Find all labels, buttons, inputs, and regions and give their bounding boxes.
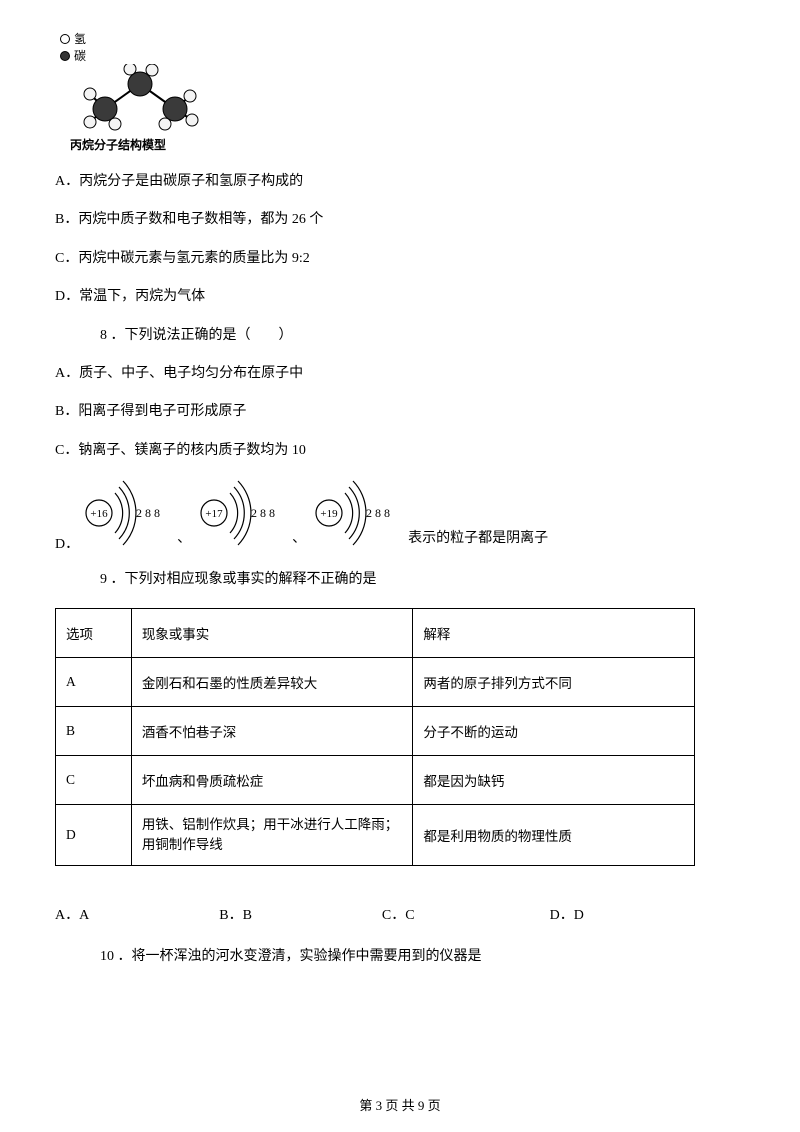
table-row: D 用铁、铝制作炊具；用干冰进行人工降雨；用铜制作导线 都是利用物质的物理性质	[56, 804, 695, 866]
molecule-figure: 氢 碳 丙烷分	[60, 30, 745, 153]
atom-diagram-1: +16 2 8 8	[79, 478, 174, 553]
molecule-caption: 丙烷分子结构模型	[70, 136, 745, 153]
legend-h-label: 氢	[74, 30, 86, 47]
legend-hydrogen: 氢	[60, 30, 745, 47]
atom-diagram-2: +17 2 8 8	[194, 478, 289, 553]
q8-d-suffix: 表示的粒子都是阴离子	[408, 527, 548, 547]
q9-opt-c: C．C	[382, 904, 415, 924]
q9-opt-a: A．A	[55, 904, 89, 924]
q7-option-a: A．丙烷分子是由碳原子和氢原子构成的	[55, 171, 745, 193]
atom-diagram-3: +19 2 8 8	[309, 478, 404, 553]
q10-stem: 10 ．将一杯浑浊的河水变澄清，实验操作中需要用到的仪器是	[100, 946, 745, 968]
header-option: 选项	[56, 608, 132, 657]
svg-text:+16: +16	[91, 508, 109, 520]
q9-opt-d: D．D	[550, 904, 584, 924]
carbon-legend-icon	[60, 51, 70, 61]
svg-text:+17: +17	[206, 508, 224, 520]
q8-stem: 8 ．下列说法正确的是（ ）	[100, 325, 745, 347]
header-phenomenon: 现象或事实	[131, 608, 413, 657]
page-footer: 第 3 页 共 9 页	[0, 1095, 800, 1114]
table-row: 选项 现象或事实 解释	[56, 608, 695, 657]
hydrogen-legend-icon	[60, 34, 70, 44]
q7-option-b: B．丙烷中质子数和电子数相等，都为 26 个	[55, 209, 745, 231]
q8-d-sep2: 、	[292, 527, 306, 547]
q9-options: A．A B．B C．C D．D	[55, 904, 745, 924]
q8-option-b: B．阳离子得到电子可形成原子	[55, 401, 745, 423]
propane-diagram	[60, 64, 230, 134]
q9-stem: 9 ．下列对相应现象或事实的解释不正确的是	[100, 569, 745, 591]
q8-option-a: A．质子、中子、电子均匀分布在原子中	[55, 363, 745, 385]
q9-table: 选项 现象或事实 解释 A 金刚石和石墨的性质差异较大 两者的原子排列方式不同 …	[55, 608, 695, 867]
legend-c-label: 碳	[74, 47, 86, 64]
q8-d-sep1: 、	[177, 527, 191, 547]
table-row: B 酒香不怕巷子深 分子不断的运动	[56, 706, 695, 755]
legend-carbon: 碳	[60, 47, 745, 64]
svg-text:2 8 8: 2 8 8	[251, 506, 275, 520]
q7-option-d: D．常温下，丙烷为气体	[55, 286, 745, 308]
q7-option-c: C．丙烷中碳元素与氢元素的质量比为 9:2	[55, 248, 745, 270]
svg-text:+19: +19	[321, 508, 339, 520]
svg-text:2 8 8: 2 8 8	[136, 506, 160, 520]
table-row: A 金刚石和石墨的性质差异较大 两者的原子排列方式不同	[56, 657, 695, 706]
table-row: C 坏血病和骨质疏松症 都是因为缺钙	[56, 755, 695, 804]
q8-option-d: D． +16 2 8 8 、 +17 2 8 8 、	[55, 478, 745, 553]
q9-opt-b: B．B	[219, 904, 252, 924]
svg-text:2 8 8: 2 8 8	[366, 506, 390, 520]
q8-d-prefix: D．	[55, 533, 79, 553]
q8-option-c: C．钠离子、镁离子的核内质子数均为 10	[55, 440, 745, 462]
header-explanation: 解释	[413, 608, 695, 657]
